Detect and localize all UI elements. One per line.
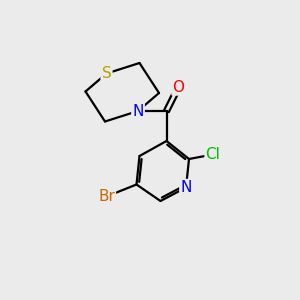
Text: O: O [172, 80, 184, 94]
Text: Cl: Cl [206, 147, 220, 162]
Text: S: S [102, 66, 111, 81]
Text: N: N [132, 103, 144, 118]
Text: Br: Br [98, 189, 115, 204]
Text: N: N [180, 180, 192, 195]
